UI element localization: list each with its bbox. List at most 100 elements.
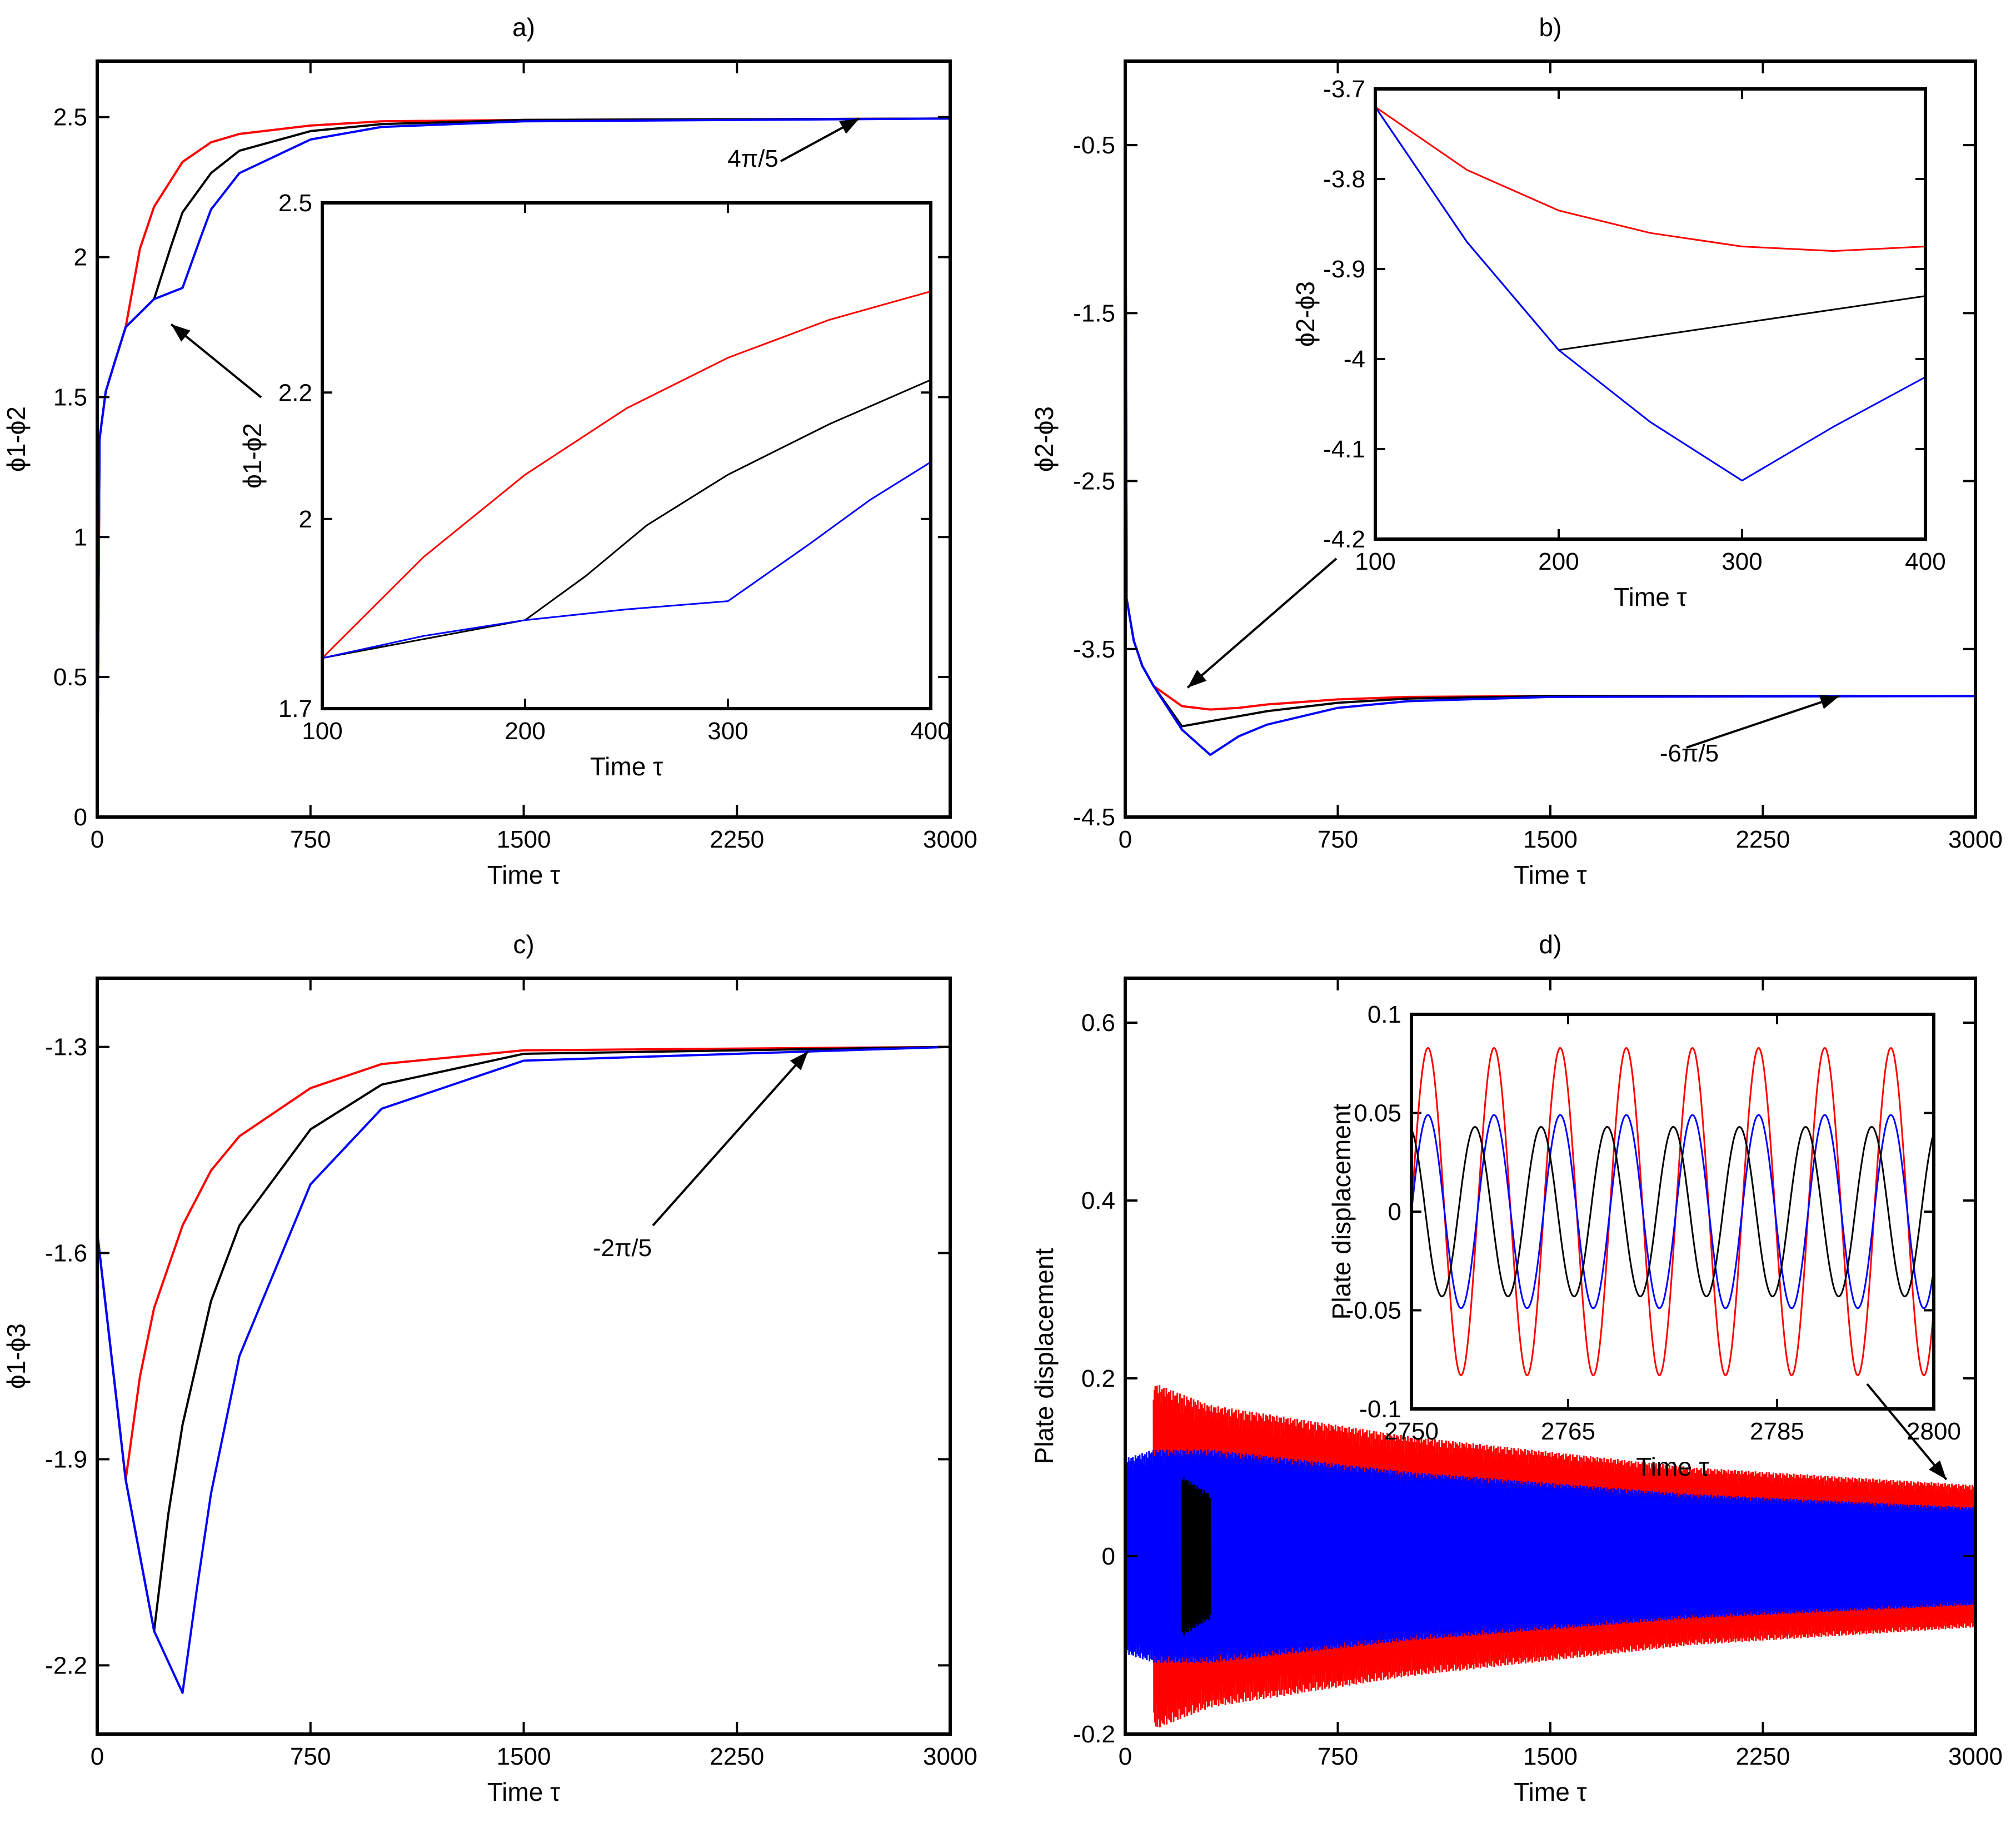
annotation-arrow [1686, 695, 1840, 749]
panel-b: b) 0 750 1500 2250 3000 -0.5 -1.5 -2.5 -3.5 -4.5 Ti… [1030, 13, 2003, 889]
inset-background [1374, 87, 1927, 541]
annotation-arrow-inset-head [1929, 1460, 1947, 1480]
y-axis-label: ϕ2-ϕ3 [1030, 406, 1059, 472]
y-tick-label: -1.9 [45, 1446, 87, 1473]
annotation-arrow-inset [170, 323, 262, 399]
annotation-arrow-inset-head [1187, 670, 1207, 688]
inset-y-tick-label: -0.05 [1346, 1297, 1401, 1324]
annotation-label: -6π/5 [1660, 740, 1719, 767]
y-axis-label: ϕ1-ϕ3 [2, 1323, 31, 1389]
inset-y-tick-label: -3.8 [1323, 166, 1365, 193]
series-line-black [97, 1045, 950, 1632]
y-tick-label: -0.2 [1073, 1721, 1115, 1748]
annotation-arrow [652, 1050, 809, 1227]
inset-y-tick-label: 2.5 [278, 190, 312, 217]
panel-a: a) 0 750 1500 2250 3000 0 0.5 1 1.5 2 2.5 Time τ ϕ1-ϕ… [2, 13, 977, 889]
inset-x-tick-label: 200 [1538, 548, 1579, 575]
y-tick-label: -2.2 [45, 1652, 87, 1679]
inset-plot-area [1411, 1047, 1934, 1377]
series-line-blue [97, 1045, 950, 1694]
y-tick-label: 0 [1102, 1543, 1115, 1570]
inset: 2750 2765 2785 2800 -0.1 -0.05 0 0.05 0.1 Time τ P… [1327, 1001, 1961, 1481]
inset-x-tick-label: 100 [1355, 548, 1395, 575]
x-tick-label: 750 [1318, 1743, 1358, 1770]
x-tick-label: 2250 [710, 1743, 764, 1770]
x-tick-label: 3000 [923, 1743, 977, 1770]
inset-y-axis-label: ϕ2-ϕ3 [1291, 281, 1320, 347]
y-tick-label: 0.6 [1081, 1009, 1115, 1037]
inset-series-line-red [322, 290, 931, 659]
y-tick-label: -0.5 [1073, 132, 1115, 159]
chart-title: d) [1539, 930, 1562, 959]
x-tick-label: 0 [1119, 1743, 1132, 1770]
inset-y-tick-label: 2 [299, 506, 312, 533]
y-tick-label: -4.5 [1073, 804, 1115, 831]
inset-y-tick-label: 1.7 [278, 695, 312, 723]
y-tick-label: 1 [74, 524, 87, 551]
inset-x-tick-label: 300 [707, 718, 748, 745]
inset-x-tick-label: 300 [1721, 548, 1762, 575]
inset-x-tick-label: 100 [302, 718, 342, 745]
x-tick-label: 3000 [923, 826, 977, 853]
inset-frame [1410, 1013, 1935, 1411]
x-tick-label: 3000 [1948, 826, 2003, 853]
series-band-black [1181, 1477, 1211, 1636]
inset-x-tick-label: 2765 [1541, 1418, 1595, 1445]
inset-x-tick-label: 2800 [1907, 1418, 1961, 1445]
inset-plot-area [322, 290, 931, 659]
plot-area [97, 117, 950, 817]
inset-frame [1374, 87, 1927, 541]
inset-x-axis-label: Time τ [590, 752, 663, 781]
inset-y-tick-label: -0.1 [1359, 1396, 1401, 1423]
plot-area [1125, 61, 1975, 756]
y-tick-label: 2.5 [53, 104, 87, 131]
x-tick-label: 2250 [1736, 826, 1790, 853]
x-tick-label: 750 [290, 1743, 331, 1770]
inset-x-tick-label: 2785 [1750, 1418, 1804, 1445]
chart-title: a) [512, 13, 535, 42]
annotation-arrow-head [839, 118, 860, 134]
inset-x-tick-label: 2750 [1384, 1418, 1439, 1445]
y-tick-label: -3.5 [1073, 636, 1115, 663]
chart-title: b) [1539, 13, 1562, 42]
x-tick-label: 2250 [710, 826, 764, 853]
inset-series-line-blue [1411, 1114, 1934, 1309]
x-tick-label: 3000 [1948, 1743, 2003, 1770]
annotation-label: -2π/5 [593, 1234, 652, 1262]
x-tick-label: 0 [91, 1743, 104, 1770]
inset-background [321, 201, 932, 710]
series-line-blue [1125, 61, 1975, 756]
inset-y-tick-label: 2.2 [278, 379, 312, 406]
y-tick-label: 1.5 [53, 383, 87, 411]
inset-y-tick-label: -4.1 [1323, 436, 1365, 463]
axes-frame [96, 977, 952, 1736]
annotation-label: 4π/5 [727, 145, 779, 172]
x-tick-label: 1500 [497, 826, 551, 853]
inset-y-axis-label: Plate displacement [1327, 1103, 1356, 1319]
y-tick-label: 0.5 [53, 664, 87, 691]
inset-x-axis-label: Time τ [1614, 582, 1686, 611]
x-tick-label: 1500 [497, 1743, 551, 1770]
y-tick-label: 2 [74, 244, 87, 271]
annotation-arrow-inset [1186, 557, 1338, 689]
annotation-arrow-head [1819, 695, 1840, 709]
y-axis-label: Plate displacement [1030, 1248, 1059, 1464]
y-tick-label: 0.4 [1081, 1187, 1115, 1214]
annotation-arrow-inset-head [171, 324, 191, 342]
inset-series-line-blue [322, 461, 931, 659]
inset: 100 200 300 400 1.7 2 2.2 2.5 Time τ ϕ1-ϕ2 [238, 190, 951, 781]
panel-c: c) 0 750 1500 2250 3000 -1.3 -1.6 -1.9 -2.2 Time τ… [2, 930, 977, 1806]
annotation-arrow-inset [1866, 1383, 1948, 1481]
y-tick-label: -1.6 [45, 1240, 87, 1267]
x-axis-label: Time τ [1514, 860, 1586, 889]
y-axis-label: ϕ1-ϕ2 [2, 406, 31, 472]
plot-area [1125, 1385, 1975, 1727]
inset-y-tick-label: 0.05 [1354, 1100, 1401, 1127]
inset-x-tick-label: 400 [910, 718, 951, 745]
inset-y-tick-label: -4 [1344, 346, 1365, 373]
inset-series-line-blue [1375, 106, 1925, 482]
inset-y-tick-label: 0.1 [1368, 1001, 1401, 1028]
inset-x-tick-label: 400 [1905, 548, 1945, 575]
inset-series-line-red [1375, 106, 1925, 252]
